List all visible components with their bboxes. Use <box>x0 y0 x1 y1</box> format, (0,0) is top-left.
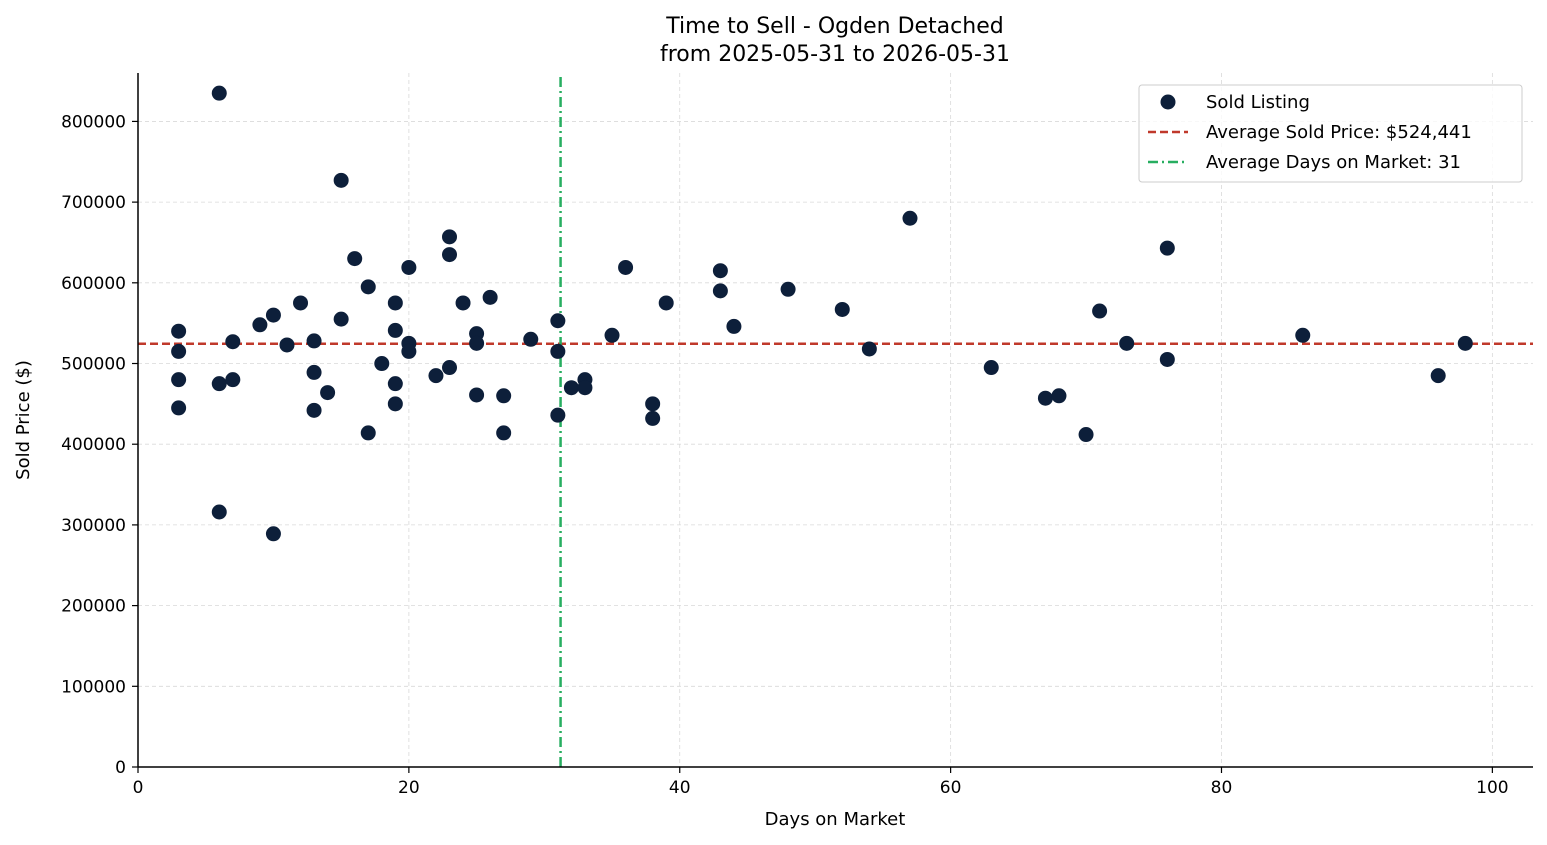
data-point <box>442 229 458 245</box>
data-point <box>482 289 498 305</box>
y-tick-label: 100000 <box>61 677 126 697</box>
y-tick-label: 500000 <box>61 355 126 375</box>
y-tick-label: 400000 <box>61 435 126 455</box>
data-point <box>211 85 227 101</box>
data-point <box>523 331 539 347</box>
data-point <box>550 313 566 329</box>
legend-label-avg-price: Average Sold Price: $524,441 <box>1206 122 1472 143</box>
y-tick-label: 800000 <box>61 112 126 132</box>
data-point <box>455 295 471 311</box>
data-point <box>712 263 728 279</box>
data-point <box>279 337 295 353</box>
legend-box <box>1138 84 1523 183</box>
data-point <box>645 396 661 412</box>
data-point <box>265 307 281 323</box>
y-tick-label: 200000 <box>61 597 126 617</box>
data-points <box>171 85 1473 542</box>
data-point <box>1119 335 1135 351</box>
data-point <box>861 341 877 357</box>
x-axis-ticks: 0 20 40 60 80 100 <box>133 767 1509 798</box>
y-tick-label: 600000 <box>61 274 126 294</box>
y-tick-label: 700000 <box>61 193 126 213</box>
data-point <box>550 343 566 359</box>
data-point <box>293 295 309 311</box>
data-point <box>1037 390 1053 406</box>
legend-label-sold-listing: Sold Listing <box>1206 92 1310 113</box>
data-point <box>171 323 187 339</box>
data-point <box>387 322 403 338</box>
data-point <box>902 210 918 226</box>
data-point <box>780 281 796 297</box>
data-point <box>306 402 322 418</box>
data-point <box>1430 368 1446 384</box>
y-tick-label: 300000 <box>61 516 126 536</box>
x-tick-label: 60 <box>940 778 962 798</box>
data-point <box>401 343 417 359</box>
data-point <box>442 247 458 263</box>
data-point <box>604 327 620 343</box>
data-point <box>1159 351 1175 367</box>
y-tick-label: 0 <box>115 758 126 778</box>
data-point <box>401 259 417 275</box>
data-point <box>320 385 336 401</box>
data-point <box>1078 427 1094 443</box>
x-tick-label: 80 <box>1211 778 1233 798</box>
data-point <box>225 372 241 388</box>
data-point <box>211 504 227 520</box>
data-point <box>306 364 322 380</box>
data-point <box>1295 327 1311 343</box>
data-point <box>726 318 742 334</box>
data-point <box>333 172 349 188</box>
data-point <box>550 407 566 423</box>
data-point <box>658 295 674 311</box>
legend-label-avg-days: Average Days on Market: 31 <box>1206 152 1461 173</box>
data-point <box>265 526 281 542</box>
data-point <box>374 356 390 372</box>
data-point <box>469 387 485 403</box>
x-tick-label: 0 <box>133 778 144 798</box>
data-point <box>387 396 403 412</box>
data-point <box>428 368 444 384</box>
data-point <box>496 388 512 404</box>
data-point <box>225 334 241 350</box>
data-point <box>171 372 187 388</box>
data-point <box>171 400 187 416</box>
data-point <box>171 343 187 359</box>
data-point <box>252 317 268 333</box>
data-point <box>496 425 512 441</box>
data-point <box>333 311 349 327</box>
data-point <box>347 251 363 267</box>
y-axis-label: Sold Price ($) <box>13 360 34 480</box>
x-tick-label: 100 <box>1476 778 1508 798</box>
data-point <box>211 376 227 392</box>
data-point <box>712 283 728 299</box>
data-point <box>360 425 376 441</box>
data-point <box>563 380 579 396</box>
chart-title: Time to Sell - Ogden Detached <box>665 14 1003 39</box>
data-point <box>387 295 403 311</box>
data-point <box>645 410 661 426</box>
x-tick-label: 20 <box>398 778 420 798</box>
data-point <box>834 301 850 317</box>
data-point <box>469 335 485 351</box>
legend: Sold Listing Average Sold Price: $524,44… <box>1138 84 1523 183</box>
data-point <box>1051 388 1067 404</box>
y-axis-ticks: 0 100000 200000 300000 400000 500000 600000 700… <box>61 112 138 778</box>
data-point <box>306 333 322 349</box>
data-point <box>387 376 403 392</box>
data-point <box>1092 303 1108 319</box>
x-axis-label: Days on Market <box>765 809 906 830</box>
x-tick-label: 40 <box>669 778 691 798</box>
data-point <box>360 279 376 295</box>
data-point <box>577 380 593 396</box>
data-point <box>1457 335 1473 351</box>
chart-subtitle: from 2025-05-31 to 2026-05-31 <box>660 42 1010 67</box>
data-point <box>618 259 634 275</box>
data-point <box>1159 240 1175 256</box>
legend-marker-sold-listing <box>1160 94 1176 110</box>
data-point <box>442 360 458 376</box>
data-point <box>983 360 999 376</box>
